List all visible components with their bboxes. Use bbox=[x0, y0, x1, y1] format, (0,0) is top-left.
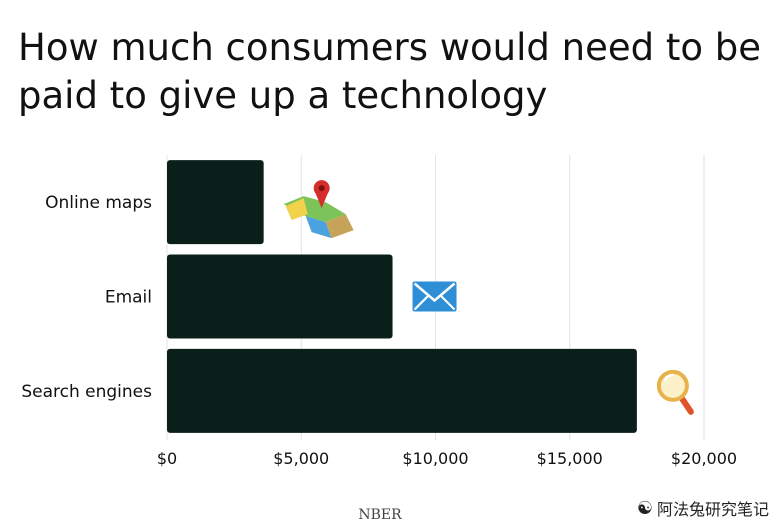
map-icon bbox=[283, 180, 354, 239]
category-label: Online maps bbox=[45, 193, 152, 213]
x-tick-label: $10,000 bbox=[402, 449, 468, 468]
category-label: Search engines bbox=[21, 382, 152, 402]
bar-icons bbox=[283, 180, 694, 415]
x-tick-label: $5,000 bbox=[273, 449, 329, 468]
source-label: NBER bbox=[358, 507, 402, 523]
x-tick-label: $0 bbox=[157, 449, 177, 468]
bar bbox=[167, 160, 264, 245]
bar bbox=[167, 348, 637, 433]
chart-title: How much consumers would need to be paid… bbox=[18, 26, 761, 117]
bar bbox=[167, 254, 393, 339]
bars bbox=[167, 160, 637, 433]
wechat-icon: ☯ bbox=[636, 497, 653, 519]
x-tick-label: $15,000 bbox=[537, 449, 603, 468]
x-tick-labels: $0 $5,000 $10,000 $15,000 $20,000 bbox=[157, 449, 737, 468]
envelope-icon bbox=[412, 281, 457, 312]
watermark-text: 阿法兔研究笔记 bbox=[656, 500, 769, 519]
category-label: Email bbox=[105, 288, 152, 308]
watermark: ☯ 阿法兔研究笔记 bbox=[637, 496, 769, 520]
x-tick-label: $20,000 bbox=[671, 449, 737, 468]
category-labels: Online maps Email Search engines bbox=[21, 193, 152, 402]
magnifier-icon bbox=[656, 369, 694, 415]
